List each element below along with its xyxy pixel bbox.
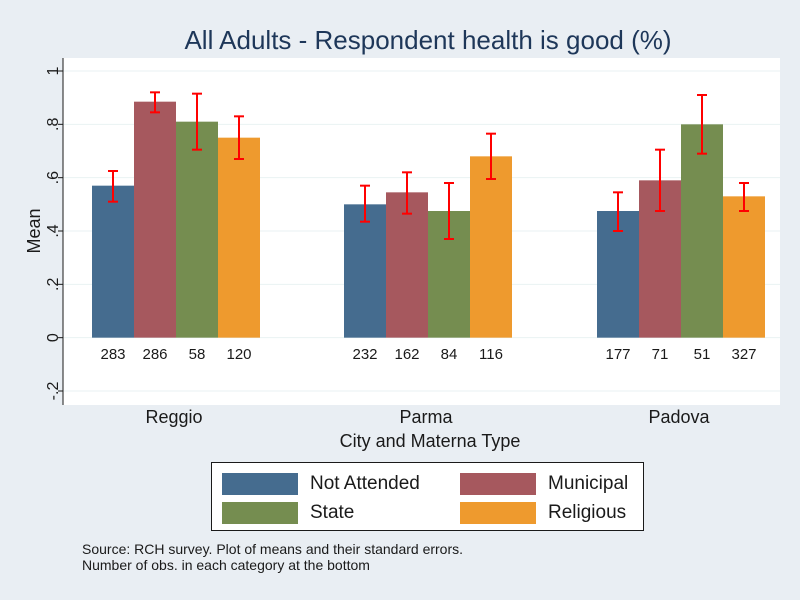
obs-count-label: 162: [394, 346, 419, 363]
legend-label: Religious: [548, 502, 627, 523]
category-label: Reggio: [145, 407, 202, 427]
obs-count-label: 58: [189, 346, 206, 363]
obs-count-label: 232: [352, 346, 377, 363]
bar: [723, 196, 765, 338]
error-bars: [108, 91, 749, 240]
y-tick-label: .4: [45, 224, 62, 237]
bar: [386, 192, 428, 338]
obs-count-label: 51: [694, 346, 711, 363]
obs-count-label: 120: [226, 346, 251, 363]
y-axis-ticks: -.2 0 .2 .4 .6 .8 1: [45, 66, 63, 400]
bar: [344, 204, 386, 338]
category-label: Padova: [648, 407, 710, 427]
legend-swatch: [222, 473, 298, 495]
category-label: Parma: [399, 407, 453, 427]
chart-title: All Adults - Respondent health is good (…: [184, 25, 671, 55]
y-axis-label: Mean: [24, 208, 44, 253]
x-axis-ticks: Reggio Parma Padova: [145, 407, 710, 427]
legend-item-state: State: [222, 502, 354, 524]
y-tick-label: .8: [45, 118, 62, 131]
y-tick-label: 0: [45, 333, 62, 342]
legend-label: State: [310, 502, 355, 523]
bar: [597, 211, 639, 338]
obs-count-label: 116: [479, 346, 503, 363]
legend-swatch: [460, 502, 536, 524]
legend-label: Not Attended: [310, 473, 420, 494]
obs-count-label: 71: [652, 346, 669, 363]
obs-note: Number of obs. in each category at the b…: [82, 557, 370, 573]
bar: [92, 185, 134, 338]
x-axis-label: City and Materna Type: [340, 431, 521, 451]
bar: [134, 101, 176, 338]
legend-swatch: [222, 502, 298, 524]
y-tick-label: 1: [45, 66, 62, 75]
y-tick-label: .6: [45, 171, 62, 184]
obs-count-label: 327: [731, 346, 756, 363]
legend: Not Attended Municipal State Religious: [211, 462, 644, 531]
y-tick-label: .2: [45, 278, 62, 291]
bar: [176, 121, 218, 338]
y-tick-label: -.2: [45, 382, 62, 401]
legend-item-municipal: Municipal: [460, 473, 628, 495]
legend-item-religious: Religious: [460, 502, 626, 524]
obs-count-label: 177: [605, 346, 630, 363]
bar: [681, 124, 723, 338]
obs-count-label: 286: [142, 346, 167, 363]
bars: [92, 101, 765, 338]
legend-swatch: [460, 473, 536, 495]
bar: [470, 156, 512, 338]
obs-count-label: 84: [441, 346, 458, 363]
source-note: Source: RCH survey. Plot of means and th…: [82, 541, 464, 557]
legend-label: Municipal: [548, 473, 629, 494]
bar: [218, 137, 260, 338]
legend-item-not-attended: Not Attended: [222, 473, 420, 495]
obs-count-labels: 283 286 58 120 232 162 84 116 177 71 51 327: [100, 346, 756, 363]
obs-count-label: 283: [100, 346, 125, 363]
